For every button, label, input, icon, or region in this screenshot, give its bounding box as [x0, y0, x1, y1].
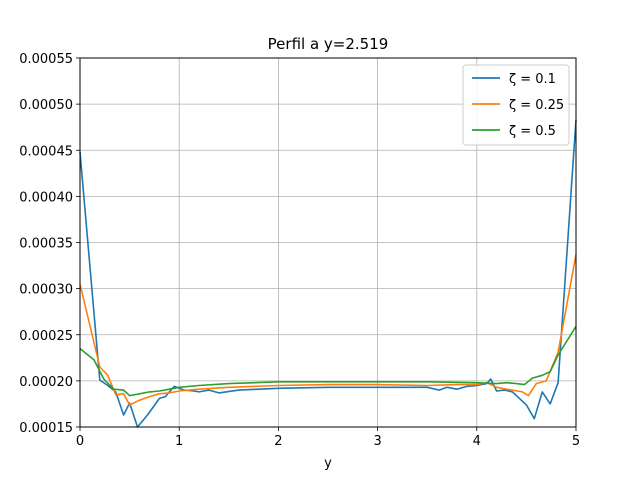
- y-tick-label: 0.00030: [19, 283, 73, 298]
- x-tick-label: 0: [76, 434, 84, 449]
- legend: ζ = 0.1 ζ = 0.25 ζ = 0.5: [462, 64, 570, 146]
- x-tick-label: 1: [175, 434, 183, 449]
- legend-label-1: ζ = 0.1: [509, 72, 556, 87]
- y-tick-label: 0.00045: [19, 144, 73, 159]
- x-tick-label: 2: [274, 434, 282, 449]
- y-tick-label: 0.00035: [19, 237, 73, 252]
- x-tick-label: 4: [473, 434, 481, 449]
- y-tick-label: 0.00040: [19, 190, 73, 205]
- y-tick-label: 0.00015: [19, 421, 73, 436]
- x-axis-label: y: [324, 456, 332, 471]
- series-line-3: [79, 325, 577, 397]
- x-tick-label: 3: [373, 434, 381, 449]
- y-axis-ticks: 0.00015 0.00020 0.00025 0.00030 0.00035 0.000…: [19, 52, 80, 436]
- y-tick-label: 0.00020: [19, 375, 73, 390]
- y-tick-label: 0.00025: [19, 329, 73, 344]
- y-tick-label: 0.00050: [19, 98, 73, 113]
- x-axis-ticks: 0 1 2 3 4 5: [76, 427, 580, 449]
- legend-label-2: ζ = 0.25: [509, 98, 564, 113]
- x-tick-label: 5: [572, 434, 580, 449]
- series-line-2: [79, 254, 577, 406]
- legend-label-3: ζ = 0.5: [509, 124, 556, 139]
- chart-title: Perfil a y=2.519: [268, 35, 389, 53]
- legend-box: [462, 64, 570, 146]
- y-tick-label: 0.00055: [19, 52, 73, 67]
